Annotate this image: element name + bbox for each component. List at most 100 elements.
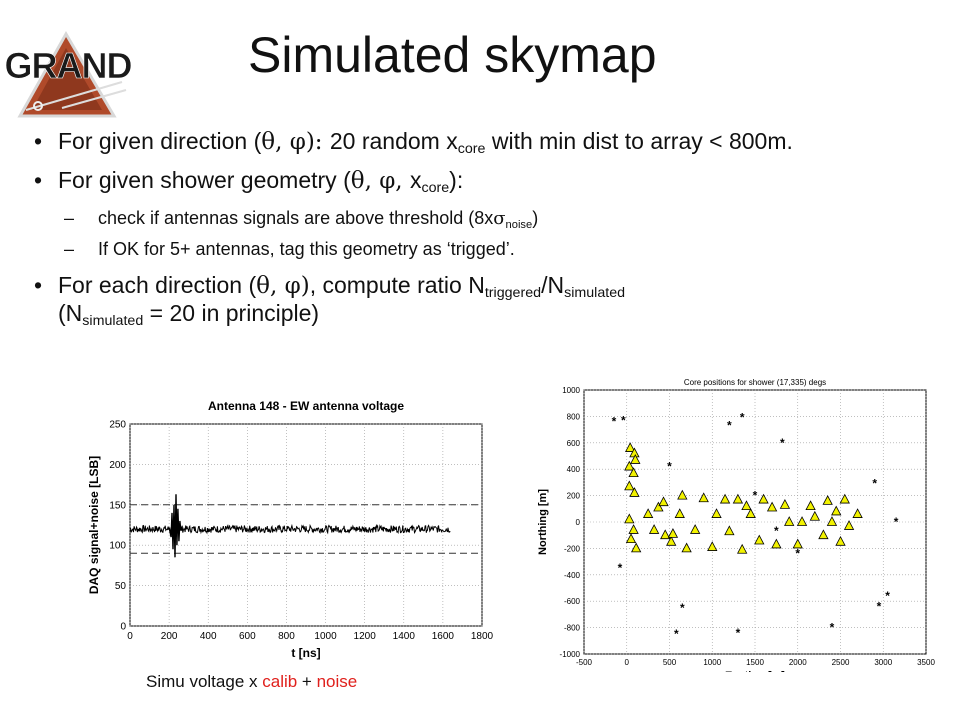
antenna-marker xyxy=(711,508,722,518)
antenna-marker xyxy=(741,500,752,511)
antenna-marker xyxy=(771,538,782,549)
plot-caption: Simu voltage x calib + noise xyxy=(146,672,358,691)
antenna-marker xyxy=(689,524,701,534)
core-position-marker: * xyxy=(667,460,672,474)
antenna-marker xyxy=(681,542,692,553)
antenna-marker xyxy=(758,493,769,504)
antenna-marker xyxy=(658,496,669,507)
x-tick-label: 0 xyxy=(127,631,133,642)
y-tick-label: 150 xyxy=(109,500,126,511)
core-position-marker: * xyxy=(674,627,679,641)
x-tick-label: 1200 xyxy=(354,631,377,642)
core-position-marker: * xyxy=(877,599,882,613)
plot-area xyxy=(129,423,483,627)
x-axis-label: Easting [m] xyxy=(725,670,785,672)
y-tick-label: 50 xyxy=(115,581,127,592)
antenna-marker xyxy=(766,501,778,512)
antenna-marker xyxy=(779,498,791,509)
antenna-marker xyxy=(809,510,821,521)
core-position-marker: * xyxy=(894,515,899,529)
y-tick-label: -1000 xyxy=(560,650,581,659)
y-tick-label: 800 xyxy=(567,412,581,421)
grand-logo: GRAND xyxy=(4,30,133,118)
antenna-marker xyxy=(630,542,642,553)
antenna-marker xyxy=(737,543,748,554)
x-tick-label: 2500 xyxy=(832,658,850,667)
core-positions-chart: -500 0 500 1000 1500 2000 2500 3000 3500-1000-80… xyxy=(537,378,935,672)
antenna-marker xyxy=(628,524,639,534)
x-tick-label: 3000 xyxy=(874,658,892,667)
antenna-marker xyxy=(745,508,756,518)
y-axis-label: Northing [m] xyxy=(537,489,549,555)
y-tick-label: 400 xyxy=(567,465,581,474)
y-tick-label: -400 xyxy=(564,571,581,580)
x-tick-label: 600 xyxy=(239,631,256,642)
y-tick-label: 0 xyxy=(120,622,126,633)
antenna-marker xyxy=(805,500,816,511)
antenna-marker xyxy=(660,529,671,540)
x-axis-label: t [ns] xyxy=(291,646,320,660)
antenna-marker xyxy=(707,541,718,551)
x-tick-label: -500 xyxy=(576,658,593,667)
chart-title: Antenna 148 - EW antenna voltage xyxy=(208,399,404,413)
core-position-marker: * xyxy=(780,436,785,450)
antenna-marker xyxy=(625,533,637,544)
x-tick-label: 1800 xyxy=(471,631,494,642)
antenna-marker xyxy=(792,538,803,549)
antenna-marker xyxy=(698,492,709,503)
core-position-marker: * xyxy=(621,413,626,427)
chart-title: Core positions for shower (17,335) degs xyxy=(684,378,826,387)
antenna-marker xyxy=(818,529,829,540)
core-position-marker: * xyxy=(774,524,779,538)
core-position-marker: * xyxy=(618,561,623,575)
x-tick-label: 1600 xyxy=(432,631,455,642)
antenna-marker xyxy=(826,516,838,526)
x-tick-label: 1400 xyxy=(393,631,416,642)
logo-text: GRAND xyxy=(5,45,132,86)
antenna-marker xyxy=(724,525,735,536)
antenna-marker xyxy=(624,460,635,471)
bullet-list: For given direction (θ, φ): 20 random xc… xyxy=(34,128,934,338)
voltage-chart: 0 200 400 600 800 1000 1200 1400 1600 1800 0 50 100 1… xyxy=(87,399,494,660)
core-position-marker: * xyxy=(885,589,890,603)
y-tick-label: 0 xyxy=(576,518,581,527)
core-position-marker: * xyxy=(727,419,732,433)
antenna-marker xyxy=(677,489,688,500)
bullet-1: For given direction (θ, φ): 20 random xc… xyxy=(34,128,934,156)
antenna-marker xyxy=(784,516,795,526)
antenna-marker xyxy=(624,480,635,491)
antenna-marker xyxy=(629,487,640,497)
y-tick-label: 200 xyxy=(109,460,126,471)
x-tick-label: 1000 xyxy=(314,631,337,642)
x-tick-label: 800 xyxy=(278,631,295,642)
antenna-marker xyxy=(732,493,744,504)
core-position-marker: * xyxy=(680,601,685,615)
antenna-marker xyxy=(630,454,641,464)
antenna-marker xyxy=(653,501,664,512)
y-tick-label: 250 xyxy=(109,420,126,431)
core-position-marker: * xyxy=(612,415,617,429)
antenna-marker xyxy=(754,534,765,545)
antenna-marker xyxy=(831,505,842,516)
antenna-marker xyxy=(852,508,863,518)
antenna-marker xyxy=(666,535,677,546)
x-tick-label: 1000 xyxy=(703,658,721,667)
antenna-marker xyxy=(835,535,846,546)
y-tick-label: 200 xyxy=(567,492,581,501)
bullet-3: For each direction (θ, φ), compute ratio… xyxy=(34,272,934,328)
antenna-marker xyxy=(822,495,833,505)
core-position-marker: * xyxy=(872,477,877,491)
x-tick-label: 500 xyxy=(663,658,677,667)
antenna-marker xyxy=(674,508,685,518)
antenna-marker xyxy=(796,516,808,526)
x-tick-label: 3500 xyxy=(917,658,935,667)
x-tick-label: 0 xyxy=(625,658,630,667)
noise-trace xyxy=(129,523,451,535)
antenna-marker xyxy=(628,467,639,478)
antenna-marker xyxy=(625,442,636,452)
core-position-marker: * xyxy=(736,626,741,640)
antenna-marker xyxy=(839,493,850,504)
x-tick-label: 2000 xyxy=(789,658,807,667)
bullet-2: For given shower geometry (θ, φ, xcore): xyxy=(34,167,934,195)
y-axis-label: DAQ signal+noise [LSB] xyxy=(87,456,101,594)
